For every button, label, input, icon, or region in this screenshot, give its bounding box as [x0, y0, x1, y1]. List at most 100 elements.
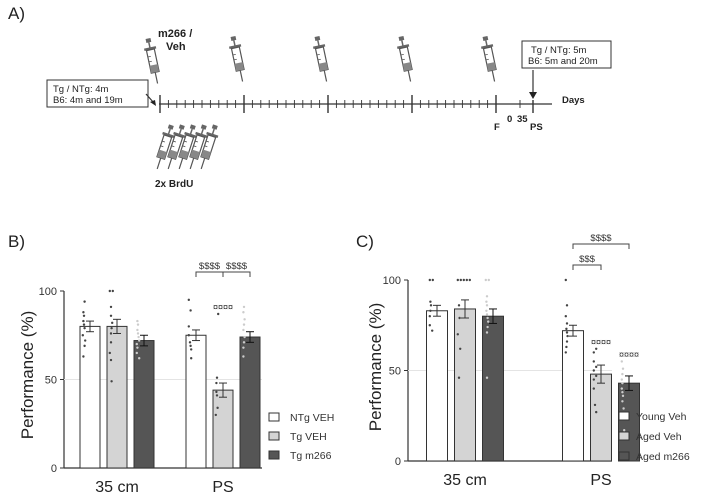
x-tick-label: 35 cm: [443, 472, 487, 489]
data-point: [623, 429, 626, 432]
data-point: [242, 341, 246, 344]
group-difference-marker: ¤¤¤¤: [591, 337, 611, 347]
bar: [482, 315, 504, 462]
y-tick-label: 100: [39, 286, 57, 298]
data-point: [592, 360, 595, 363]
data-point: [83, 326, 86, 330]
data-point: [487, 320, 490, 323]
data-point: [621, 381, 624, 385]
data-point: [565, 345, 568, 349]
data-point: [459, 347, 462, 350]
legend-swatch-young-veh: [618, 411, 630, 421]
panel-a-label: A): [8, 4, 25, 23]
data-point: [136, 346, 139, 349]
data-point: [592, 369, 595, 372]
data-point: [242, 328, 245, 332]
data-point: [215, 376, 219, 379]
data-point: [214, 413, 217, 417]
syringe-icon: [310, 34, 334, 84]
significance-label: $$$: [579, 254, 596, 265]
data-point: [215, 390, 218, 394]
y-tick-label: 50: [389, 366, 401, 378]
legend-swatch-tg-veh: [268, 431, 280, 441]
data-point: [135, 342, 138, 346]
bar: [212, 389, 234, 469]
data-point: [458, 316, 461, 320]
panel-b-chart: B) Performance (%) 0 50 100 35 cm PS $$$$ $$$$…: [8, 232, 334, 496]
data-point: [187, 325, 190, 328]
data-point: [592, 378, 595, 381]
significance-bracket: [572, 243, 630, 249]
data-point: [82, 311, 85, 314]
data-point: [456, 278, 459, 282]
data-point: [592, 387, 595, 390]
data-point: [456, 333, 459, 336]
data-point: [428, 324, 431, 327]
panel-b-legend: NTg VEH Tg VEH Tg m266: [268, 412, 334, 462]
data-point: [565, 304, 569, 307]
data-point: [429, 309, 432, 312]
data-point: [82, 314, 86, 317]
data-point: [595, 374, 598, 378]
data-point: [564, 351, 567, 354]
data-point: [484, 278, 487, 282]
data-point: [138, 339, 141, 342]
data-point: [242, 311, 245, 314]
syringe-icon: [394, 34, 418, 84]
y-tick-label: 0: [395, 456, 401, 468]
panel-c-legend: Young Veh Aged Veh Aged m266: [618, 411, 690, 463]
data-point: [136, 328, 139, 332]
data-point: [110, 380, 113, 383]
data-point: [431, 329, 434, 332]
data-point: [595, 365, 598, 369]
start-arrow-head: [150, 100, 156, 106]
bar: [185, 334, 207, 469]
data-point: [431, 278, 434, 282]
panel-a-timeline: A) m266 / Veh Tg / NTg: 4m B6: 4m and 19…: [8, 4, 612, 190]
data-point: [565, 340, 569, 343]
start-age-box: [46, 79, 149, 108]
data-point: [110, 326, 113, 330]
timeline-axis-label: Days: [562, 95, 585, 106]
data-point: [621, 391, 624, 394]
data-point: [564, 315, 567, 318]
data-point: [138, 357, 141, 360]
data-point: [457, 304, 461, 307]
bar: [562, 330, 584, 462]
data-point: [111, 321, 114, 325]
legend-label-tg-veh: Tg VEH: [290, 431, 327, 443]
bar: [590, 373, 612, 462]
start-box-line1: Tg / NTg: 4m: [53, 84, 109, 95]
data-point: [136, 319, 139, 323]
brdu-label: 2x BrdU: [155, 179, 193, 190]
data-point: [595, 410, 598, 414]
data-point: [109, 305, 113, 309]
tick-label-35: 35: [517, 114, 528, 125]
data-point: [595, 347, 598, 350]
data-point: [487, 278, 490, 282]
data-point: [429, 304, 433, 307]
significance-bracket: [572, 264, 602, 270]
data-point: [468, 278, 471, 282]
data-point: [621, 367, 625, 370]
data-point: [485, 295, 489, 298]
data-point: [565, 327, 568, 331]
panel-c-label: C): [356, 232, 374, 251]
data-point: [190, 357, 193, 360]
data-point: [187, 298, 190, 302]
legend-swatch-ntg-veh: [268, 412, 280, 422]
data-point: [190, 348, 193, 351]
syringe-icon: [226, 34, 250, 84]
data-point: [187, 334, 190, 337]
data-point: [485, 376, 489, 379]
data-point: [429, 300, 432, 303]
data-point: [82, 319, 85, 323]
treatment-label-line2: Veh: [166, 41, 186, 53]
x-tick-label: PS: [212, 479, 233, 496]
significance-label: $$$$: [590, 233, 612, 244]
end-box-line1: Tg / NTg: 5m: [531, 45, 587, 56]
data-point: [189, 309, 192, 312]
data-point: [620, 378, 623, 381]
